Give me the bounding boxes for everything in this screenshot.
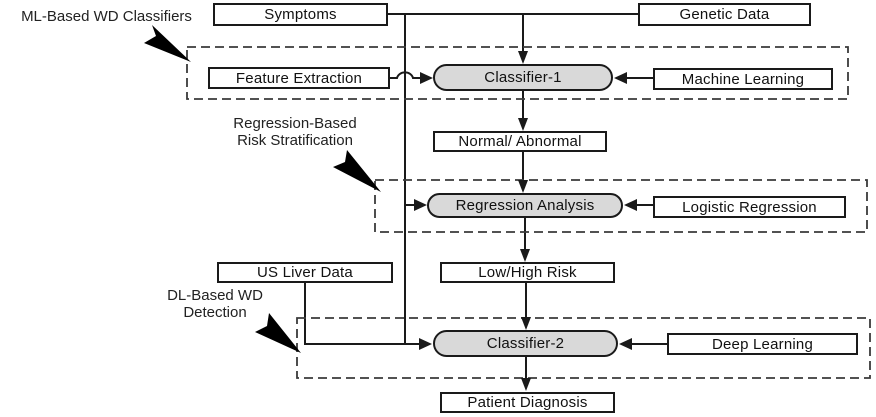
regression-callout-arrow-icon [333,150,381,192]
edge-usliver-classifier2 [304,283,420,345]
regression-section-label-line2: Risk Stratification [237,131,353,149]
ml-section-label: ML-Based WD Classifiers [21,8,192,25]
arrowhead-icon [520,249,530,262]
arrowhead-icon [420,72,433,84]
node-normal-abnormal: Normal/ Abnormal [433,131,607,152]
arrowhead-icon [614,72,627,84]
regression-group-outline [374,179,868,233]
node-feature-extraction: Feature Extraction [208,67,390,89]
node-deep-learning: Deep Learning [667,333,858,355]
dl-section-label-line2: Detection [183,303,247,321]
dl-section-label-line1: DL-Based WD [167,287,263,304]
node-logistic-regression: Logistic Regression [653,196,846,218]
dl-section-label: DL-Based WD Detection [125,287,305,322]
arrowhead-icon [619,338,632,350]
node-classifier-1: Classifier-1 [433,64,613,91]
regression-section-label: Regression-Based Risk Stratification [204,115,386,150]
arrowhead-icon [624,199,637,211]
node-classifier-2: Classifier-2 [433,330,618,357]
ml-group-outline [186,46,849,100]
arrowhead-icon [518,51,528,64]
node-regression-analysis: Regression Analysis [427,193,623,218]
node-us-liver-data: US Liver Data [217,262,393,283]
regression-section-label-line1: Regression-Based [233,115,357,132]
arrowhead-icon [414,199,427,211]
arrowhead-icon [518,180,528,193]
arrowhead-icon [521,378,531,391]
node-symptoms: Symptoms [213,3,388,26]
edge-feature-classifier1 [390,71,421,79]
dl-callout-arrow-icon [255,313,301,353]
arrowhead-icon [419,338,432,350]
ml-callout-arrow-icon [144,25,191,62]
node-low-high-risk: Low/High Risk [440,262,615,283]
node-genetic-data: Genetic Data [638,3,811,26]
node-patient-diagnosis: Patient Diagnosis [440,392,615,413]
arrowhead-icon [518,118,528,131]
node-machine-learning: Machine Learning [653,68,833,90]
arrowhead-icon [521,317,531,330]
